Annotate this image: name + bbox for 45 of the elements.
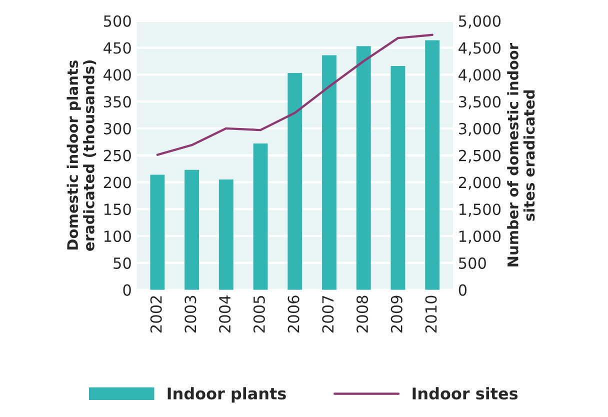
x-tick-label: 2007 bbox=[322, 296, 334, 332]
bar bbox=[253, 144, 268, 290]
y-tick-label: 0 bbox=[123, 284, 131, 296]
x-tick-label: 2010 bbox=[425, 296, 437, 332]
y-tick-label: 250 bbox=[104, 150, 131, 162]
y-tick-label: 100 bbox=[104, 230, 131, 242]
y2-tick-label: 3,000 bbox=[458, 122, 501, 136]
x-tick-label: 2006 bbox=[288, 296, 300, 332]
y2-tick-label: 4,500 bbox=[458, 42, 501, 56]
y2-tick-label: 1,500 bbox=[460, 204, 501, 217]
y2-tick-label: 1,000 bbox=[460, 230, 501, 244]
bar bbox=[356, 46, 371, 290]
bar bbox=[390, 66, 406, 290]
x-tick-label: 2004 bbox=[219, 296, 231, 332]
y2-tick-label: 5,000 bbox=[459, 15, 501, 28]
legend-label: Indoor plants bbox=[168, 387, 286, 403]
x-tick-label: 2002 bbox=[150, 296, 162, 332]
bar bbox=[218, 180, 234, 290]
bar bbox=[150, 174, 165, 290]
x-tick-label: 2003 bbox=[184, 296, 196, 332]
bar bbox=[425, 40, 440, 290]
y-tick-label: 500 bbox=[104, 15, 131, 27]
bar bbox=[322, 55, 336, 290]
y-tick-label: 350 bbox=[104, 96, 131, 108]
y2-tick-label: 3,500 bbox=[458, 96, 501, 110]
y2-axis-title: Number of domestic indoor sites eradicated bbox=[507, 42, 535, 266]
legend-label: Indoor sites bbox=[412, 387, 518, 400]
y2-tick-label: 500 bbox=[459, 257, 486, 269]
y2-tick-label: 2,500 bbox=[458, 150, 501, 163]
y-tick-label: 150 bbox=[104, 204, 131, 216]
bar bbox=[184, 170, 199, 290]
y-tick-label: 50 bbox=[114, 257, 131, 269]
y2-tick-label: 2,000 bbox=[458, 176, 501, 190]
line-series bbox=[156, 34, 434, 156]
x-tick-label: 2008 bbox=[356, 296, 368, 332]
y-tick-label: 300 bbox=[104, 122, 131, 134]
y-tick-label: 400 bbox=[104, 69, 131, 81]
y2-tick-label: 0 bbox=[458, 284, 467, 296]
x-tick-label: 2005 bbox=[253, 296, 265, 332]
bar bbox=[288, 73, 302, 290]
y2-tick-label: 4,000 bbox=[458, 69, 501, 82]
y-axis-title: Domestic indoor plants eradicated (thousands) bbox=[66, 60, 96, 251]
y-tick-label: 200 bbox=[104, 176, 131, 188]
x-tick-label: 2009 bbox=[390, 296, 402, 332]
y-tick-label: 450 bbox=[104, 42, 131, 54]
